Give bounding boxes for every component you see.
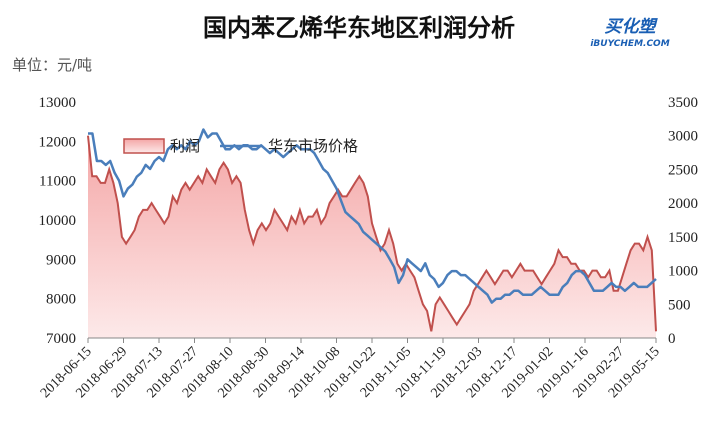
left-axis-tick-label: 7000 xyxy=(46,331,76,347)
left-axis-tick-label: 9000 xyxy=(46,252,76,268)
right-axis-tick-label: 3000 xyxy=(668,129,698,145)
x-axis-ticks: 2018-06-152018-06-292018-07-132018-07-27… xyxy=(38,338,663,401)
unit-label: 单位：元/吨 xyxy=(12,56,92,74)
left-axis-tick-label: 12000 xyxy=(39,134,77,150)
right-axis-tick-label: 2500 xyxy=(668,162,698,178)
left-axis-ticks: 7000 8000 9000 10000 11000 12000 13000 xyxy=(39,95,77,347)
right-axis-tick-label: 500 xyxy=(668,297,691,313)
right-axis-tick-label: 1500 xyxy=(668,230,698,246)
profit-line xyxy=(87,135,657,332)
left-axis-tick-label: 10000 xyxy=(39,213,77,229)
series-layer xyxy=(87,128,657,338)
left-axis-tick-label: 8000 xyxy=(46,292,76,308)
right-axis-tick-label: 0 xyxy=(668,331,676,347)
price-line xyxy=(88,128,657,304)
legend: 利润 华东市场价格 xyxy=(123,137,358,155)
right-axis-ticks: 0 500 1000 1500 2000 2500 3000 3500 xyxy=(668,95,698,347)
left-axis-tick-label: 13000 xyxy=(39,95,77,111)
legend-label-profit: 利润 xyxy=(170,137,200,155)
right-axis-tick-label: 3500 xyxy=(668,95,698,111)
legend-swatch-profit xyxy=(123,138,165,154)
left-axis-tick-label: 11000 xyxy=(39,174,76,190)
logo: 买化塑 iBUYCHEM.COM xyxy=(590,17,669,49)
right-axis-tick-label: 1000 xyxy=(668,264,698,280)
logo-sub-text: iBUYCHEM.COM xyxy=(590,39,669,49)
profit-area xyxy=(88,135,656,338)
right-axis-tick-label: 2000 xyxy=(668,196,698,212)
legend-label-price: 华东市场价格 xyxy=(268,137,358,155)
chart-title: 国内苯乙烯华东地区利润分析 xyxy=(203,14,515,42)
logo-main-text: 买化塑 xyxy=(605,17,659,37)
